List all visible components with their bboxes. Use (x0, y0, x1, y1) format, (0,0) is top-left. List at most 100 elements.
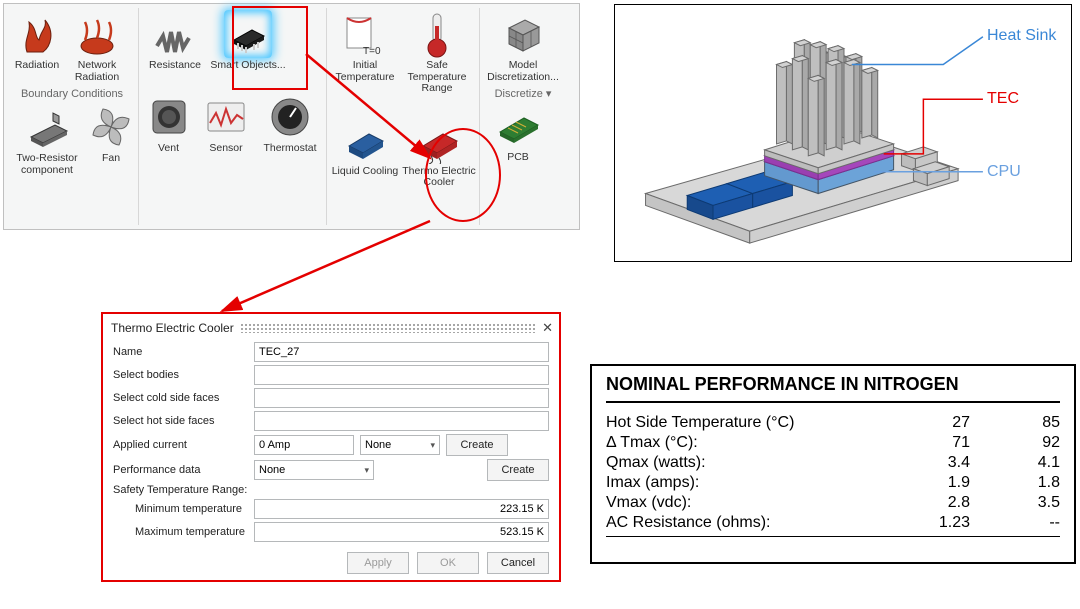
callout-cpu: CPU (987, 163, 1021, 181)
param-v2: 3.5 (970, 494, 1060, 512)
ok-button[interactable]: OK (417, 552, 479, 574)
ribbon-sensor[interactable]: Sensor (196, 91, 256, 157)
cancel-button[interactable]: Cancel (487, 552, 549, 574)
input-applied-current[interactable] (254, 435, 354, 455)
select-perf-data[interactable]: None▾ (254, 460, 374, 480)
ribbon-network-radiation-label: Network Radiation (67, 60, 127, 83)
heater-icon (73, 10, 121, 58)
ribbon-model-discretization[interactable]: Model Discretization... (482, 8, 564, 85)
label-max-temp: Maximum temperature (113, 526, 248, 538)
dialog-grip[interactable] (240, 323, 536, 333)
label-select-bodies: Select bodies (113, 369, 248, 381)
performance-table: NOMINAL PERFORMANCE IN NITROGEN Hot Side… (590, 364, 1076, 564)
ribbon-radiation-label: Radiation (15, 60, 59, 72)
label-safety-range: Safety Temperature Range: (113, 484, 247, 496)
ribbon-safe-temp-label: Safe Temperature Range (402, 60, 472, 95)
resistor-icon (151, 10, 199, 58)
pcb-icon (494, 102, 542, 150)
arrow-tec-to-dialog (210, 215, 440, 325)
group-title-boundary: Boundary Conditions (8, 85, 136, 101)
ribbon-model-discretization-label: Model Discretization... (483, 60, 563, 83)
ribbon-liquid-cooling[interactable]: Liquid Cooling (329, 114, 401, 191)
param-v1: 1.9 (880, 474, 970, 492)
create-perf-button[interactable]: Create (487, 459, 549, 481)
cube-mesh-icon (499, 10, 547, 58)
create-current-button[interactable]: Create (446, 434, 508, 456)
table-row: AC Resistance (ohms):1.23-- (606, 513, 1060, 537)
param-label: Vmax (vdc): (606, 494, 880, 512)
param-label: Imax (amps): (606, 474, 880, 492)
flame-icon (13, 10, 61, 58)
ribbon-initial-temp[interactable]: T=0 Initial Temperature (329, 8, 401, 97)
chip-icon (224, 10, 272, 58)
ribbon-fan[interactable]: Fan (86, 101, 136, 178)
callout-tec: TEC (987, 90, 1019, 108)
initial-temp-icon: T=0 (341, 10, 389, 58)
thermometer-icon (413, 10, 461, 58)
label-hot-faces: Select hot side faces (113, 415, 248, 427)
select-current-units[interactable]: None▾ (360, 435, 440, 455)
ribbon-thermostat[interactable]: Thermostat (256, 91, 324, 157)
ribbon-vent[interactable]: Vent (141, 91, 196, 157)
callout-heatsink: Heat Sink (987, 27, 1056, 45)
input-min-temp[interactable] (254, 499, 549, 519)
param-v1: 71 (880, 434, 970, 452)
ribbon-safe-temp[interactable]: Safe Temperature Range (401, 8, 473, 97)
ribbon-vent-label: Vent (158, 143, 179, 155)
illustration-panel: Heat Sink TEC CPU (614, 4, 1072, 262)
param-label: Hot Side Temperature (°C) (606, 414, 880, 432)
table-row: Imax (amps):1.91.8 (606, 473, 1060, 493)
ribbon-resistance-label: Resistance (149, 60, 201, 72)
param-v1: 2.8 (880, 494, 970, 512)
input-cold-faces[interactable] (254, 388, 549, 408)
label-cold-faces: Select cold side faces (113, 392, 248, 404)
ribbon-tec[interactable]: Thermo Electric Cooler (401, 114, 477, 191)
vent-icon (145, 93, 193, 141)
ribbon-pcb-label: PCB (507, 152, 529, 164)
param-label: Qmax (watts): (606, 454, 880, 472)
param-v2: 4.1 (970, 454, 1060, 472)
svg-text:T=0: T=0 (363, 46, 381, 57)
ribbon-resistance[interactable]: Resistance (141, 8, 209, 74)
ribbon-thermostat-label: Thermostat (263, 143, 316, 155)
fan-icon (87, 103, 135, 151)
input-select-bodies[interactable] (254, 365, 549, 385)
ribbon-sensor-label: Sensor (209, 143, 242, 155)
tec-icon (415, 116, 463, 164)
ribbon-initial-temp-label: Initial Temperature (330, 60, 400, 83)
input-name[interactable] (254, 342, 549, 362)
ribbon-two-resistor[interactable]: Two-Resistor component (8, 101, 86, 178)
label-name: Name (113, 346, 248, 358)
input-hot-faces[interactable] (254, 411, 549, 431)
close-icon[interactable]: ✕ (542, 320, 553, 336)
label-applied-current: Applied current (113, 439, 248, 451)
chip-socket-icon (23, 103, 71, 151)
dialog-title: Thermo Electric Cooler (111, 321, 234, 335)
performance-title: NOMINAL PERFORMANCE IN NITROGEN (606, 374, 1060, 403)
ribbon-fan-label: Fan (102, 153, 120, 165)
thermostat-icon (266, 93, 314, 141)
label-min-temp: Minimum temperature (113, 503, 248, 515)
sensor-icon (202, 93, 250, 141)
label-perf-data: Performance data (113, 464, 248, 476)
liquid-cooling-icon (341, 116, 389, 164)
ribbon-liquid-cooling-label: Liquid Cooling (332, 166, 399, 178)
group-title-discretize[interactable]: Discretize ▾ (482, 85, 564, 100)
input-max-temp[interactable] (254, 522, 549, 542)
param-v2: 1.8 (970, 474, 1060, 492)
table-row: Δ Tmax (°C):7192 (606, 433, 1060, 453)
param-v2: -- (970, 514, 1060, 532)
ribbon-toolbar: Radiation Network Radiation Boundary Con… (3, 3, 580, 230)
param-v1: 3.4 (880, 454, 970, 472)
table-row: Hot Side Temperature (°C)2785 (606, 413, 1060, 433)
ribbon-network-radiation[interactable]: Network Radiation (66, 8, 128, 85)
param-v2: 85 (970, 414, 1060, 432)
ribbon-radiation[interactable]: Radiation (8, 8, 66, 85)
apply-button[interactable]: Apply (347, 552, 409, 574)
ribbon-smart-objects-label: Smart Objects... (210, 60, 285, 72)
param-label: AC Resistance (ohms): (606, 514, 880, 532)
ribbon-smart-objects[interactable]: Smart Objects... (209, 8, 287, 74)
tec-dialog: Thermo Electric Cooler ✕ Name Select bod… (101, 312, 561, 582)
table-row: Qmax (watts):3.44.1 (606, 453, 1060, 473)
ribbon-pcb[interactable]: PCB (482, 100, 554, 166)
